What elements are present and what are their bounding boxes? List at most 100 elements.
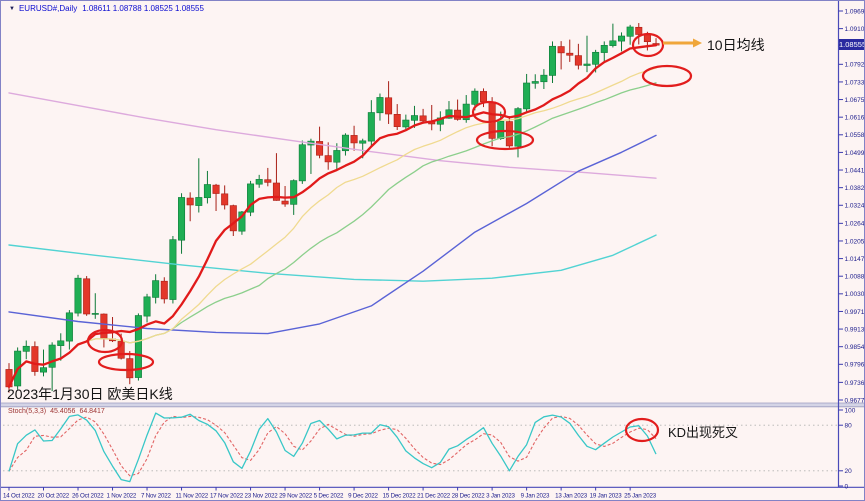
indicator-label: Stoch(5,3,3) 45.4056 64.8417 bbox=[8, 408, 109, 415]
candle-body bbox=[471, 90, 479, 105]
candle-body bbox=[635, 26, 643, 35]
price-tick-label: 1.03240 bbox=[845, 203, 865, 210]
candle-body bbox=[134, 315, 142, 378]
candle-body bbox=[48, 344, 56, 368]
ma200-line bbox=[8, 92, 657, 179]
candle-body bbox=[186, 197, 194, 206]
candle-body bbox=[91, 313, 99, 315]
date-tick-label: 15 Dec 2022 bbox=[383, 493, 417, 500]
current-price-badge: 1.08555 bbox=[839, 39, 865, 50]
price-tick-label: 0.96775 bbox=[845, 397, 865, 404]
price-axis[interactable]: 1.096901.091051.085201.079201.073351.067… bbox=[838, 8, 865, 490]
candle-body bbox=[609, 40, 617, 46]
date-tick-label: 9 Dec 2022 bbox=[348, 493, 378, 500]
candle-body bbox=[419, 115, 427, 122]
stoch-d-line bbox=[8, 415, 657, 477]
date-tick-label: 28 Dec 2022 bbox=[452, 493, 486, 500]
date-tick-label: 14 Oct 2022 bbox=[3, 493, 35, 500]
ma10-annotation-text[interactable]: 10日均线 bbox=[707, 37, 765, 53]
ma60-line bbox=[8, 134, 657, 335]
date-tick-label: 11 Nov 2022 bbox=[176, 493, 209, 500]
candle-body bbox=[566, 52, 574, 56]
stochastic-panel[interactable] bbox=[3, 412, 839, 483]
price-tick-label: 0.98545 bbox=[845, 344, 865, 351]
candle-body bbox=[152, 280, 160, 298]
candle-body bbox=[22, 345, 30, 352]
price-tick-label: 1.07335 bbox=[845, 79, 865, 86]
kd-annotation-text[interactable]: KD出现死叉 bbox=[668, 425, 739, 440]
candle-body bbox=[540, 74, 548, 83]
indicator-name: Stoch(5,3,3) bbox=[8, 408, 47, 415]
candle-body bbox=[454, 109, 462, 120]
date-tick-label: 23 Nov 2022 bbox=[245, 493, 279, 500]
candle-body bbox=[169, 239, 177, 300]
candle-body bbox=[393, 114, 401, 127]
candle-body bbox=[479, 91, 487, 102]
date-tick-label: 13 Jan 2023 bbox=[555, 493, 588, 500]
candle-body bbox=[83, 278, 91, 315]
candle-body bbox=[281, 200, 289, 205]
candle-body bbox=[445, 109, 453, 119]
candle-body bbox=[341, 134, 349, 152]
date-annotation-text[interactable]: 2023年1月30日 欧美日K线 bbox=[7, 386, 173, 402]
date-tick-label: 29 Nov 2022 bbox=[279, 493, 313, 500]
ma30-line bbox=[8, 82, 657, 388]
date-tick-label: 17 Nov 2022 bbox=[210, 493, 244, 500]
candle-body bbox=[359, 140, 367, 144]
date-axis[interactable]: 14 Oct 2022 20 Oct 2022 26 Oct 2022 1 Nov 2… bbox=[3, 487, 657, 500]
price-tick-label: 0.97360 bbox=[845, 380, 865, 387]
candle-body bbox=[143, 296, 151, 317]
date-tick-label: 20 Oct 2022 bbox=[38, 493, 70, 500]
indicator-d-value: 64.8417 bbox=[79, 408, 105, 415]
candle-body bbox=[333, 150, 341, 163]
candle-body bbox=[367, 112, 375, 142]
price-tick-label: 1.00885 bbox=[845, 274, 865, 281]
price-tick-label: 1.02055 bbox=[845, 238, 865, 245]
candlestick-series[interactable] bbox=[5, 23, 660, 393]
date-tick-label: 3 Jan 2023 bbox=[486, 493, 515, 500]
candle-body bbox=[643, 34, 651, 43]
candle-body bbox=[626, 26, 634, 37]
candle-body bbox=[126, 358, 134, 379]
ohlc-quotes-label: 1.08611 1.08788 1.08525 1.08555 bbox=[82, 4, 204, 13]
candle-body bbox=[385, 97, 393, 115]
price-tick-label: 0.99130 bbox=[845, 326, 865, 333]
date-tick-label: 5 Dec 2022 bbox=[314, 493, 344, 500]
price-tick-label: 1.00300 bbox=[845, 291, 865, 298]
price-tick-label: 1.06165 bbox=[845, 115, 865, 122]
date-tick-label: 1 Nov 2022 bbox=[107, 493, 137, 500]
stoch-scale-label: 20 bbox=[845, 468, 853, 475]
collapse-triangle-icon[interactable]: ▼ bbox=[9, 6, 15, 12]
candle-body bbox=[316, 141, 324, 156]
price-tick-label: 1.03825 bbox=[845, 185, 865, 192]
drawn-annotations bbox=[86, 32, 702, 443]
date-tick-label: 7 Nov 2022 bbox=[141, 493, 171, 500]
candle-body bbox=[195, 197, 203, 206]
candle-body bbox=[264, 179, 272, 183]
annotation-ellipse-jan-pullback-lower[interactable] bbox=[475, 129, 535, 151]
annotation-ellipse-nov-consolidation[interactable] bbox=[86, 328, 124, 354]
candle-body bbox=[160, 280, 168, 300]
candle-body bbox=[583, 63, 591, 66]
annotation-ellipse-price-at-ma10[interactable] bbox=[631, 32, 665, 58]
candle-body bbox=[221, 193, 229, 206]
candle-body bbox=[203, 184, 211, 199]
moving-averages bbox=[7, 44, 658, 389]
price-tick-label: 1.01470 bbox=[845, 256, 865, 263]
annotation-ellipse-nov-dip[interactable] bbox=[97, 352, 155, 372]
annotation-ellipse-jan-pullback-upper[interactable] bbox=[471, 100, 507, 124]
stoch-scale-label: 80 bbox=[845, 423, 853, 430]
date-tick-label: 25 Jan 2023 bbox=[624, 493, 657, 500]
candle-body bbox=[600, 45, 608, 53]
date-tick-label: 19 Jan 2023 bbox=[590, 493, 623, 500]
candle-body bbox=[238, 211, 246, 232]
date-tick-label: 26 Oct 2022 bbox=[72, 493, 104, 500]
price-tick-label: 1.04410 bbox=[845, 167, 865, 174]
annotation-ellipse-stoch-death-cross[interactable] bbox=[624, 417, 660, 443]
candle-body bbox=[31, 346, 39, 372]
stoch-scale-label: 100 bbox=[845, 407, 856, 414]
chart-title: ▼ EURUSD#,Daily 1.08611 1.08788 1.08525 1.… bbox=[9, 4, 204, 13]
annotation-ellipse-ma-support-zone[interactable] bbox=[641, 64, 693, 88]
